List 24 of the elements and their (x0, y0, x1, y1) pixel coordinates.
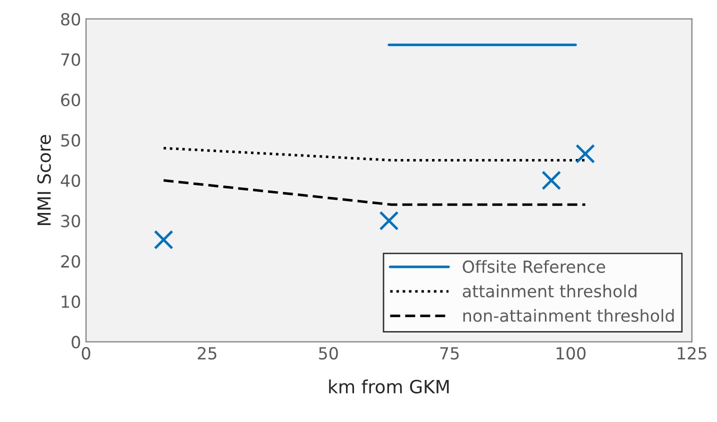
y-tick-label: 60 (61, 94, 80, 106)
x-tick-label: 125 (678, 346, 706, 360)
point (379, 211, 399, 231)
y-tick-label: 0 (72, 336, 80, 348)
x-tick-label: 50 (319, 346, 338, 360)
legend-label: non-attainment threshold (463, 309, 674, 322)
point (576, 144, 596, 164)
y-tick-label: 40 (60, 174, 80, 187)
legend-label: attainment threshold (462, 284, 636, 298)
legend-label: Offsite Reference (462, 260, 606, 273)
point (154, 230, 174, 250)
x-axis-title: km from GKM (329, 379, 449, 394)
y-tick-label: 50 (61, 134, 80, 147)
y-tick-label: 10 (62, 295, 80, 308)
x-tick-label: 100 (556, 346, 586, 360)
y-tick-label: 70 (61, 53, 80, 66)
point (542, 170, 562, 190)
x-tick-label: 25 (198, 346, 216, 360)
y-axis-title: MMI Score (37, 134, 51, 226)
y-tick-label: 80 (61, 12, 80, 26)
x-tick-label: 0 (82, 346, 90, 360)
x-tick-label: 75 (440, 347, 459, 360)
y-tick-label: 20 (61, 255, 80, 268)
y-tick-label: 30 (61, 214, 80, 228)
